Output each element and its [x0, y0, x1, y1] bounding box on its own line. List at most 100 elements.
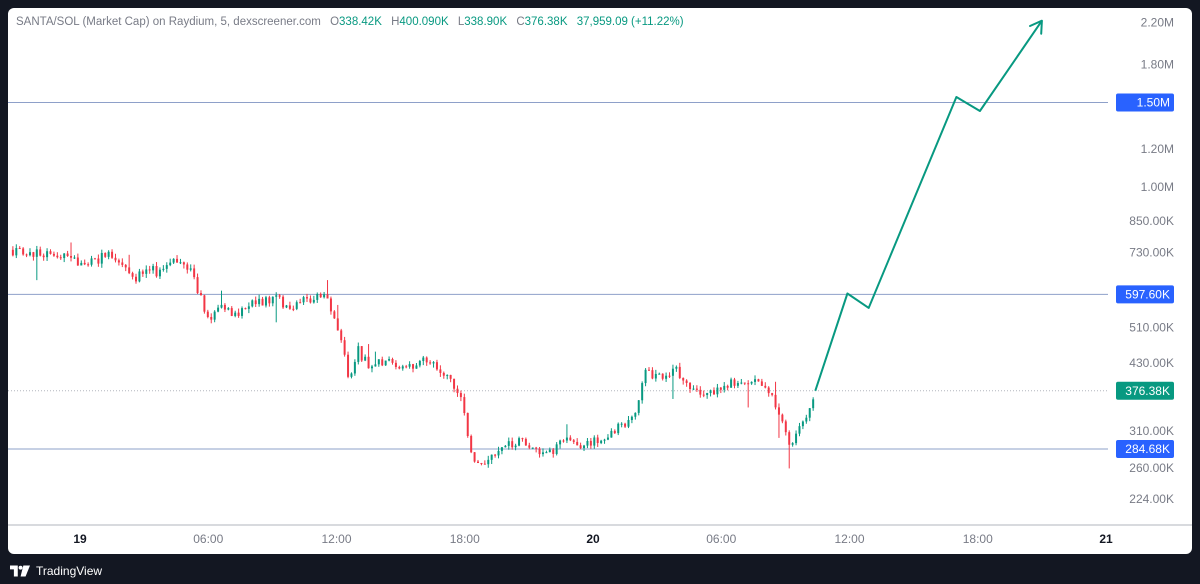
candle-body	[309, 298, 312, 303]
candle-body	[288, 305, 291, 309]
candle-body	[73, 257, 76, 259]
candle-body	[514, 445, 517, 448]
candle-body	[682, 377, 685, 381]
candle-body	[299, 302, 302, 304]
candle-body	[169, 262, 172, 266]
projection-arrow-line[interactable]	[814, 20, 1043, 392]
y-tick-label: 730.00K	[1129, 246, 1174, 260]
candle-body	[111, 251, 114, 258]
candle-body	[162, 268, 165, 270]
candle-body	[648, 369, 651, 371]
low-value: 338.90K	[464, 16, 508, 28]
high-label: H	[391, 16, 400, 28]
candle-body	[665, 375, 668, 379]
candle-body	[627, 420, 630, 427]
candle-body	[138, 271, 141, 282]
chart-panel[interactable]: 2.20M 1.80M 1.20M 1.00M 850.00K 730.00K 510.00…	[8, 8, 1192, 554]
candle-body	[764, 385, 767, 388]
candle-body	[323, 294, 326, 298]
candle-body	[258, 298, 261, 305]
candle-body	[521, 438, 524, 440]
candle-body	[264, 297, 267, 306]
candle-body	[555, 444, 558, 454]
candle-body	[453, 378, 456, 389]
candle-body	[182, 262, 185, 265]
candle-body	[152, 266, 155, 271]
candle-body	[808, 408, 811, 418]
candle-body	[87, 264, 90, 266]
candle-body	[511, 441, 514, 448]
candle-body	[367, 356, 370, 369]
candle-body	[223, 304, 226, 310]
candle-body	[66, 253, 69, 257]
candle-body	[107, 251, 110, 257]
candle-body	[795, 433, 798, 444]
candle-body	[302, 297, 305, 303]
candle-body	[442, 372, 445, 376]
candle-body	[586, 440, 589, 446]
candle-body	[500, 447, 503, 451]
x-tick-label: 19	[73, 532, 87, 546]
candle-body	[340, 330, 343, 341]
candle-body	[128, 267, 131, 274]
candle-body	[630, 416, 633, 421]
candle-body	[39, 249, 42, 256]
candle-body	[32, 252, 35, 257]
candle-body	[524, 438, 527, 446]
candle-body	[80, 262, 83, 266]
candle-body	[736, 383, 739, 386]
candle-body	[131, 273, 134, 277]
candle-body	[46, 251, 49, 258]
candle-body	[668, 375, 671, 377]
tradingview-logo-icon[interactable]	[10, 565, 30, 577]
x-tick-label: 12:00	[321, 532, 351, 546]
price-tag-label: 1.50M	[1137, 95, 1170, 109]
candle-body	[487, 459, 490, 465]
symbol-title[interactable]: SANTA/SOL (Market Cap) on Raydium, 5, de…	[16, 16, 321, 28]
candle-body	[449, 374, 452, 379]
candle-body	[747, 383, 750, 385]
candle-body	[596, 437, 599, 444]
candle-body	[59, 257, 62, 259]
candle-body	[93, 258, 96, 260]
candlestick-chart[interactable]: 2.20M 1.80M 1.20M 1.00M 850.00K 730.00K 510.00…	[8, 8, 1192, 554]
candle-body	[562, 440, 565, 442]
candle-body	[179, 262, 182, 264]
candle-body	[271, 296, 274, 304]
candle-body	[432, 362, 435, 364]
candle-body	[268, 297, 271, 304]
candle-body	[552, 449, 555, 454]
candle-body	[538, 448, 541, 455]
x-tick-label: 06:00	[193, 532, 223, 546]
candle-body	[186, 264, 189, 270]
candle-body	[439, 369, 442, 373]
y-tick-label: 310.00K	[1129, 424, 1174, 438]
candle-body	[76, 257, 79, 266]
candle-body	[391, 359, 394, 363]
tradingview-brand[interactable]: TradingView	[36, 564, 103, 578]
candle-body	[49, 251, 52, 254]
high-value: 400.090K	[399, 16, 449, 28]
y-tick-label: 430.00K	[1129, 356, 1174, 370]
candle-body	[685, 380, 688, 383]
y-tick-label: 510.00K	[1129, 320, 1174, 334]
x-tick-label: 18:00	[450, 532, 480, 546]
level-price-tag	[1116, 93, 1174, 112]
candle-body	[606, 437, 609, 440]
candle-body	[210, 316, 213, 320]
candle-body	[771, 393, 774, 395]
candle-body	[480, 463, 483, 465]
candle-body	[781, 414, 784, 422]
candle-body	[172, 258, 175, 263]
candle-body	[319, 294, 322, 298]
candle-body	[121, 262, 124, 265]
candle-body	[805, 417, 808, 422]
candle-body	[28, 252, 31, 256]
candle-body	[490, 454, 493, 460]
candle-body	[466, 413, 469, 436]
candle-body	[801, 421, 804, 427]
candle-body	[589, 440, 592, 446]
candle-body	[610, 430, 613, 438]
candle-body	[812, 399, 815, 409]
